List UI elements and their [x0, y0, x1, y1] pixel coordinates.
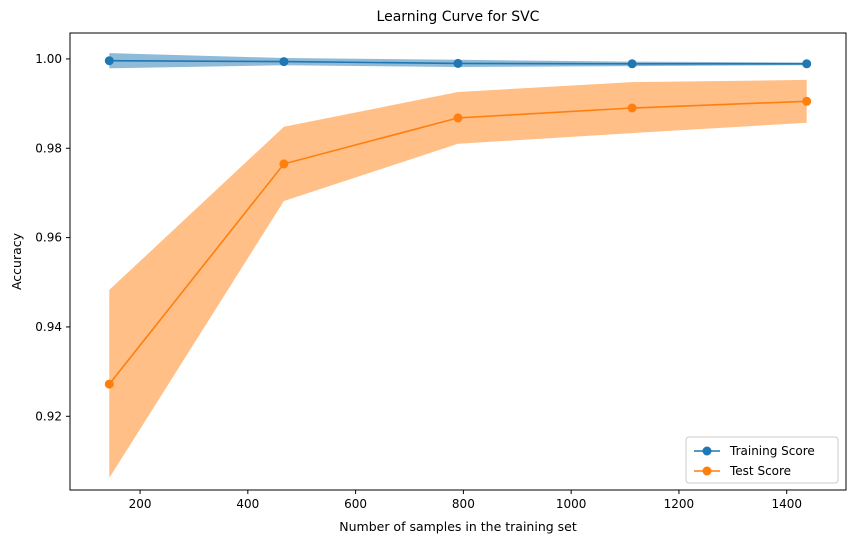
x-axis-label: Number of samples in the training set — [339, 519, 577, 534]
point-series-1-3 — [627, 103, 637, 113]
x-tick-label-2: 600 — [344, 497, 367, 511]
legend-marker-0 — [702, 446, 712, 456]
x-tick-label-5: 1200 — [664, 497, 695, 511]
axes: 200 400 600 800 1000 1200 1400 0.92 0.94 0.96 0.98… — [35, 32, 847, 511]
point-series-1-4 — [802, 96, 812, 106]
y-tick-label-0: 0.92 — [35, 409, 62, 423]
y-tick-label-1: 0.94 — [35, 320, 62, 334]
point-series-0-3 — [627, 59, 637, 69]
legend-label-1: Test Score — [729, 464, 791, 478]
plot-frame — [69, 32, 847, 491]
x-tick-label-0: 200 — [129, 497, 152, 511]
point-series-1-2 — [453, 113, 463, 123]
point-series-0-1 — [279, 57, 289, 67]
legend: Training Score Test Score — [685, 436, 839, 484]
point-series-1-1 — [279, 159, 289, 169]
x-tick-label-4: 1000 — [556, 497, 587, 511]
legend-label-0: Training Score — [729, 444, 815, 458]
y-tick-label-4: 1.00 — [35, 52, 62, 66]
point-series-0-0 — [104, 56, 114, 66]
x-tick-label-1: 400 — [236, 497, 259, 511]
y-axis-label: Accuracy — [9, 232, 24, 290]
band-series-1 — [109, 79, 807, 478]
chart-title: Learning Curve for SVC — [377, 9, 540, 25]
point-series-1-0 — [104, 379, 114, 389]
legend-box — [685, 436, 839, 484]
series-points — [104, 56, 812, 389]
x-tick-label-3: 800 — [452, 497, 475, 511]
y-tick-label-3: 0.98 — [35, 141, 62, 155]
x-tick-label-6: 1400 — [771, 497, 802, 511]
y-tick-label-2: 0.96 — [35, 231, 62, 245]
point-series-0-2 — [453, 58, 463, 68]
legend-marker-1 — [702, 466, 712, 476]
point-series-0-4 — [802, 59, 812, 69]
